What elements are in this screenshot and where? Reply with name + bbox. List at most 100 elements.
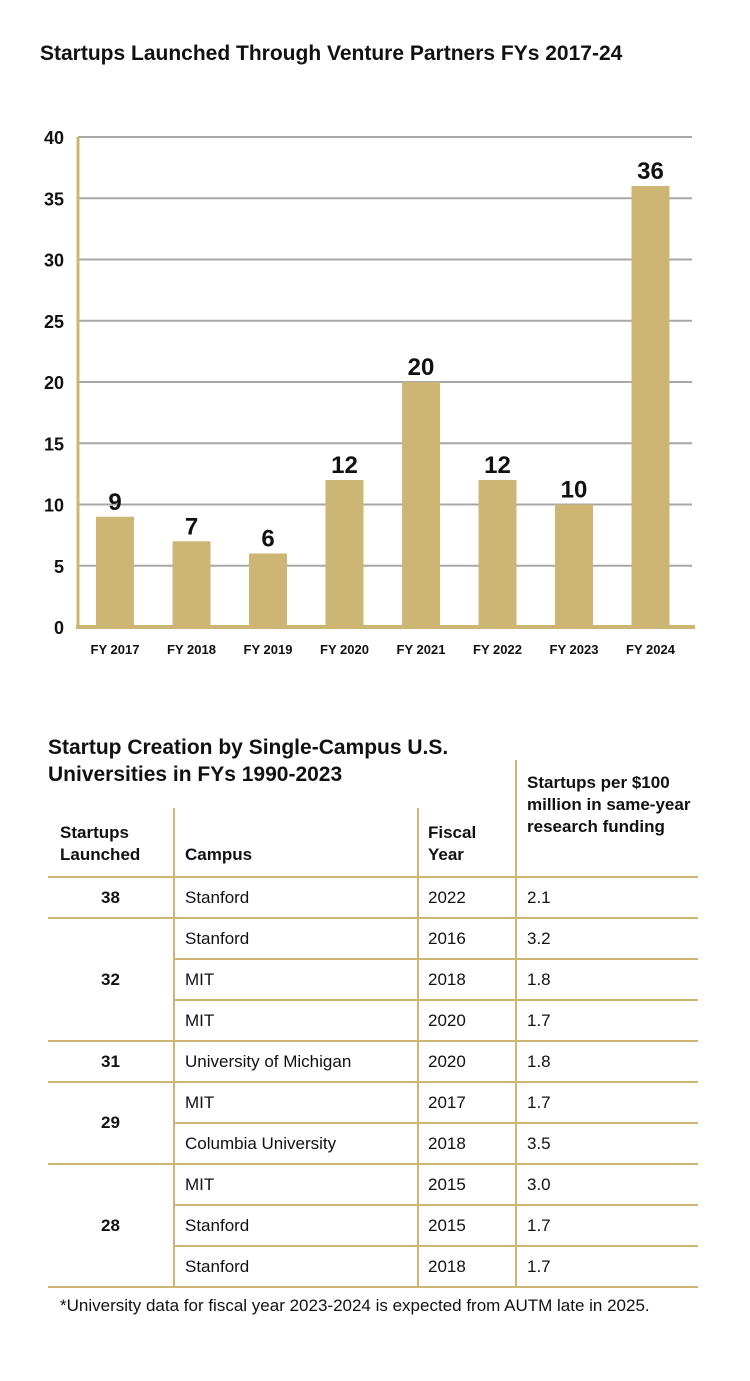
column-separator	[515, 1041, 517, 1082]
data-label: 12	[484, 452, 511, 479]
cell-fiscal-year: 2018	[428, 1257, 466, 1276]
cell-startups-per-100m: 1.7	[527, 1093, 551, 1112]
row-divider	[173, 958, 698, 960]
x-tick-label: FY 2019	[244, 642, 293, 657]
x-tick-label: FY 2023	[550, 642, 599, 657]
column-separator	[515, 918, 517, 959]
cell-startups-per-100m: 1.7	[527, 1011, 551, 1030]
column-separator	[515, 1246, 517, 1287]
cell-campus: MIT	[185, 1093, 215, 1112]
cell-campus: Stanford	[185, 1216, 250, 1235]
y-tick-label: 40	[44, 128, 64, 148]
cell-campus: Columbia University	[185, 1134, 337, 1153]
y-tick-label: 35	[44, 189, 64, 209]
cell-fiscal-year: 2018	[428, 970, 466, 989]
cell-fiscal-year: 2015	[428, 1175, 466, 1194]
header-startups-per-100m: Startups per $100 million in same-year r…	[527, 773, 691, 836]
cell-startups-per-100m: 1.7	[527, 1257, 551, 1276]
cell-fiscal-year: 2018	[428, 1134, 466, 1153]
column-separator	[417, 1246, 419, 1287]
data-label: 6	[261, 526, 274, 553]
bar	[172, 541, 211, 627]
column-separator	[417, 918, 419, 959]
data-label: 12	[331, 452, 358, 479]
cell-fiscal-year: 2022	[428, 888, 466, 907]
row-divider	[173, 999, 698, 1001]
column-separator	[515, 1123, 517, 1164]
startups-bar-chart: 0 5 10 15 20 25 30 35 40 9 FY 2017 7 FY 2018 6 FY 2019…	[44, 128, 695, 657]
data-label: 36	[637, 158, 664, 185]
cell-startups-per-100m: 2.1	[527, 888, 551, 907]
cell-startups-per-100m: 3.0	[527, 1175, 551, 1194]
column-separator	[173, 1000, 175, 1041]
y-tick-label: 20	[44, 373, 64, 393]
column-separator	[515, 1205, 517, 1246]
column-separator	[173, 1082, 175, 1123]
group-divider	[48, 876, 698, 878]
x-tick-label: FY 2020	[320, 642, 369, 657]
cell-campus: MIT	[185, 1011, 215, 1030]
y-tick-label: 0	[54, 618, 64, 638]
y-tick-label: 30	[44, 251, 64, 271]
column-separator	[173, 1205, 175, 1246]
cell-campus: Stanford	[185, 888, 250, 907]
bar	[249, 553, 287, 627]
cell-startups-per-100m: 1.7	[527, 1216, 551, 1235]
cell-startups-per-100m: 3.2	[527, 929, 551, 948]
bar	[96, 516, 134, 627]
column-separator	[173, 877, 175, 918]
column-separator	[417, 877, 419, 918]
column-separator	[417, 959, 419, 1000]
y-tick-label: 15	[44, 434, 64, 454]
bar	[402, 382, 440, 627]
chart-title: Startups Launched Through Venture Partne…	[40, 42, 623, 65]
cell-fiscal-year: 2015	[428, 1216, 466, 1235]
data-label: 10	[561, 477, 588, 504]
cell-startups-launched: 31	[101, 1051, 120, 1071]
bar	[555, 504, 593, 627]
x-tick-label: FY 2018	[167, 642, 216, 657]
column-separator	[173, 1041, 175, 1082]
data-label: 20	[408, 354, 435, 381]
row-divider	[173, 1122, 698, 1124]
x-tick-label: FY 2022	[473, 642, 522, 657]
cell-startups-launched: 32	[101, 969, 120, 989]
header-separator	[173, 808, 175, 876]
cell-campus: MIT	[185, 1175, 215, 1194]
group-divider	[48, 1040, 698, 1042]
data-label: 7	[185, 513, 198, 540]
x-tick-label: FY 2017	[91, 642, 140, 657]
header-separator	[515, 760, 517, 876]
cell-campus: Stanford	[185, 929, 250, 948]
y-tick-label: 25	[44, 312, 64, 332]
bar	[631, 186, 670, 627]
row-divider	[173, 1245, 698, 1247]
column-separator	[173, 1164, 175, 1205]
y-tick-label: 5	[54, 557, 64, 577]
header-startups-launched: Startups Launched	[60, 823, 141, 864]
cell-fiscal-year: 2017	[428, 1093, 466, 1112]
column-separator	[417, 1164, 419, 1205]
header-separator	[417, 808, 419, 876]
table-title: Startup Creation by Single-Campus U.S. U…	[48, 736, 449, 786]
column-separator	[515, 1082, 517, 1123]
bar	[478, 480, 517, 627]
column-separator	[515, 959, 517, 1000]
column-separator	[173, 1246, 175, 1287]
row-divider	[173, 1204, 698, 1206]
column-separator	[515, 877, 517, 918]
data-label: 9	[108, 489, 121, 516]
column-separator	[515, 1164, 517, 1205]
column-separator	[173, 918, 175, 959]
cell-campus: MIT	[185, 970, 215, 989]
cell-fiscal-year: 2016	[428, 929, 466, 948]
column-separator	[417, 1041, 419, 1082]
x-tick-label: FY 2021	[397, 642, 446, 657]
column-separator	[173, 1123, 175, 1164]
cell-fiscal-year: 2020	[428, 1011, 466, 1030]
cell-fiscal-year: 2020	[428, 1052, 466, 1071]
header-campus: Campus	[185, 845, 253, 864]
column-separator	[417, 1000, 419, 1041]
header-fiscal-year: Fiscal Year	[428, 823, 477, 864]
cell-startups-launched: 38	[101, 887, 120, 907]
